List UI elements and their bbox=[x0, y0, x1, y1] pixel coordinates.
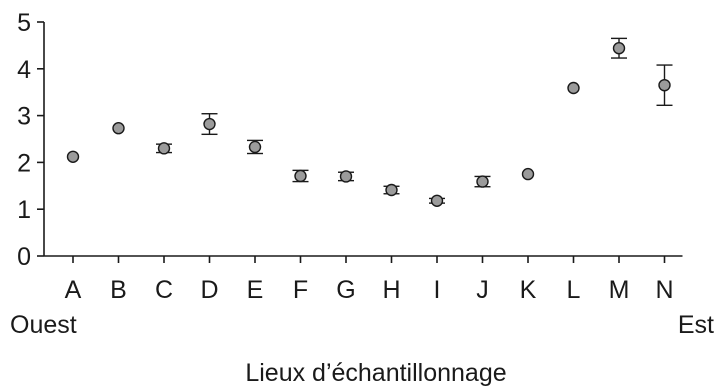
x-axis-title: Lieux d’échantillonnage bbox=[245, 359, 506, 387]
data-point-F bbox=[294, 169, 307, 183]
x-tick-label: B bbox=[110, 276, 127, 304]
data-point-N bbox=[658, 78, 671, 92]
data-point-G bbox=[339, 170, 353, 183]
x-tick-label: A bbox=[65, 276, 82, 304]
x-tick-label: H bbox=[382, 276, 400, 304]
data-point-B bbox=[112, 122, 125, 135]
data-point-E bbox=[248, 140, 262, 154]
x-tick-label: K bbox=[520, 276, 537, 304]
data-point-L bbox=[567, 81, 580, 95]
y-tick-label: 0 bbox=[17, 243, 31, 271]
x-end-label: Est bbox=[678, 311, 714, 339]
x-tick-label: M bbox=[609, 276, 630, 304]
x-tick-label: E bbox=[247, 276, 264, 304]
y-tick-label: 4 bbox=[17, 56, 31, 84]
y-axis-ticks: 0 1 2 3 4 5 bbox=[17, 9, 44, 271]
error-bars bbox=[156, 37, 673, 204]
x-tick-label: G bbox=[336, 276, 355, 304]
data-points bbox=[66, 42, 671, 207]
x-tick-label: L bbox=[567, 276, 581, 304]
data-point-J bbox=[476, 175, 489, 188]
data-point-A bbox=[66, 150, 80, 163]
x-start-label: Ouest bbox=[10, 311, 77, 339]
data-point-D bbox=[203, 117, 216, 131]
x-tick-label: C bbox=[155, 276, 173, 304]
data-point-K bbox=[521, 167, 535, 181]
data-point-H bbox=[385, 183, 398, 197]
x-tick-label: D bbox=[200, 276, 218, 304]
data-point-I bbox=[430, 194, 444, 207]
y-tick-label: 2 bbox=[17, 149, 31, 177]
y-tick-label: 1 bbox=[17, 196, 31, 224]
y-tick-label: 5 bbox=[17, 9, 31, 37]
y-tick-label: 3 bbox=[17, 103, 31, 131]
x-tick-label: I bbox=[434, 276, 441, 304]
data-point-M bbox=[612, 42, 626, 55]
data-point-C bbox=[157, 142, 171, 155]
x-tick-label: F bbox=[293, 276, 308, 304]
x-tick-label: J bbox=[476, 276, 489, 304]
x-tick-label: N bbox=[655, 276, 673, 304]
